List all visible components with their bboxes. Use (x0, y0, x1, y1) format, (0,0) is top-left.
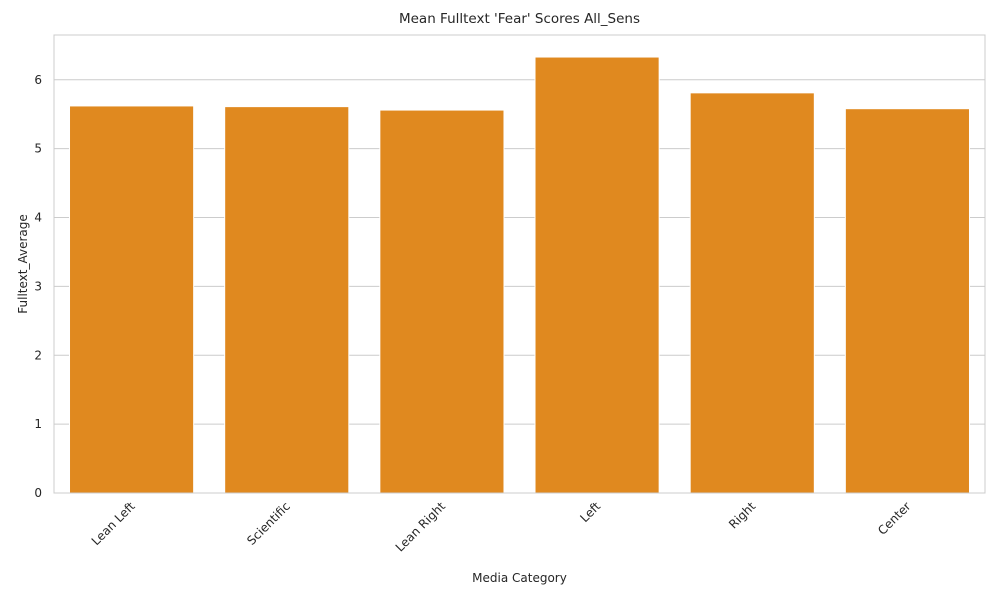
bar-center (844, 108, 970, 494)
y-tick-label: 0 (34, 486, 42, 500)
bar-left (534, 56, 660, 494)
y-tick-label: 2 (34, 348, 42, 362)
x-tick-labels: Lean Left Scientific Lean Right Left Right Ce… (89, 499, 914, 555)
y-tick-label: 4 (34, 211, 42, 225)
x-tick-label: Lean Left (89, 499, 138, 548)
y-axis-label: Fulltext_Average (16, 214, 30, 313)
x-axis-label: Media Category (472, 571, 567, 585)
x-tick-label: Left (577, 499, 603, 525)
x-tick-label: Lean Right (393, 499, 449, 555)
y-tick-label: 1 (34, 417, 42, 431)
y-tick-labels: 0 1 2 3 4 5 6 (34, 73, 42, 500)
bar-lean-right (379, 109, 505, 494)
x-tick-label: Center (875, 499, 914, 538)
bar-scientific (224, 106, 350, 494)
chart-title: Mean Fulltext 'Fear' Scores All_Sens (399, 11, 640, 27)
bar-layer (69, 56, 970, 494)
y-tick-label: 6 (34, 73, 42, 87)
grid-layer (54, 79, 985, 494)
y-tick-label: 5 (34, 142, 42, 156)
x-tick-label: Right (726, 499, 758, 531)
plot-frame (53, 34, 986, 494)
x-tick-label: Scientific (244, 499, 293, 548)
bar-right (689, 92, 815, 494)
bar-lean-left (69, 105, 195, 494)
y-tick-label: 3 (34, 279, 42, 293)
